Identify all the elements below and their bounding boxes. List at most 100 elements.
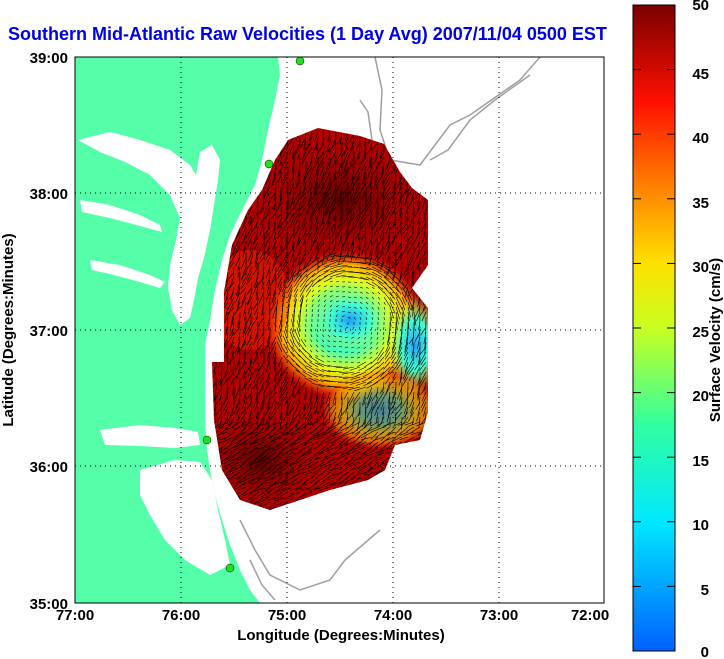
velocity-arrow (334, 166, 337, 178)
velocity-arrow (324, 146, 331, 160)
velocity-arrow (268, 496, 277, 501)
velocity-arrow (335, 264, 349, 268)
velocity-arrow (255, 446, 265, 450)
velocity-arrow (328, 141, 337, 153)
velocity-arrow (353, 376, 367, 382)
velocity-arrow (262, 301, 265, 312)
velocity-arrow (272, 306, 277, 319)
velocity-arrow (338, 371, 349, 373)
velocity-arrow (320, 379, 331, 383)
velocity-arrow (378, 221, 385, 231)
velocity-arrow (399, 221, 409, 234)
velocity-arrow (271, 271, 277, 282)
velocity-arrow (281, 221, 289, 232)
velocity-arrow (247, 366, 253, 377)
velocity-arrow (321, 344, 325, 348)
velocity-arrow (317, 161, 325, 173)
velocity-arrow (246, 276, 253, 285)
velocity-arrow (278, 331, 283, 343)
velocity-arrow (368, 371, 379, 379)
velocity-arrow (326, 211, 331, 224)
velocity-arrow (317, 446, 331, 454)
velocity-arrow (383, 266, 392, 273)
velocity-arrow (250, 461, 259, 465)
velocity-arrow (402, 226, 409, 234)
velocity-arrow (256, 421, 271, 428)
velocity-arrow (311, 289, 315, 293)
velocity-arrow (289, 376, 295, 390)
velocity-arrow (387, 431, 397, 436)
velocity-arrow (335, 131, 337, 146)
velocity-arrow (408, 366, 415, 375)
velocity-arrow (374, 216, 379, 226)
velocity-arrow (255, 216, 259, 229)
velocity-arrow (285, 421, 295, 425)
velocity-arrow (359, 281, 363, 284)
velocity-arrow (274, 371, 277, 383)
velocity-arrow (359, 261, 372, 266)
velocity-arrow (336, 171, 343, 179)
velocity-arrow (329, 258, 344, 263)
velocity-arrow (315, 401, 319, 414)
velocity-arrow (395, 301, 402, 315)
velocity-arrow (311, 294, 315, 298)
velocity-arrow (263, 186, 271, 198)
velocity-arrow (377, 286, 385, 294)
velocity-arrow (371, 366, 379, 373)
velocity-arrow (249, 441, 259, 445)
velocity-arrow (283, 330, 289, 343)
velocity-arrow (309, 344, 313, 348)
velocity-arrow (294, 329, 301, 343)
velocity-arrow (401, 301, 406, 311)
velocity-arrow (317, 304, 320, 308)
velocity-arrow (259, 221, 265, 235)
velocity-arrow (339, 325, 343, 328)
velocity-arrow (303, 461, 313, 467)
colorbar-tick-label: 15 (692, 453, 709, 470)
velocity-arrow (293, 401, 301, 414)
velocity-arrow (354, 426, 367, 435)
velocity-arrow (307, 191, 313, 205)
velocity-arrow (353, 261, 366, 265)
velocity-arrow (387, 336, 391, 346)
velocity-arrow (336, 136, 343, 145)
velocity-arrow (321, 369, 331, 373)
velocity-arrow (292, 161, 295, 173)
station-marker (295, 57, 305, 66)
velocity-arrow (237, 266, 241, 278)
velocity-arrow (250, 426, 259, 435)
velocity-arrow (333, 335, 337, 338)
velocity-arrow (366, 406, 373, 418)
velocity-arrow (319, 156, 325, 166)
velocity-arrow (318, 401, 325, 414)
velocity-arrow (310, 339, 313, 343)
velocity-arrow (363, 396, 367, 406)
velocity-arrow (234, 401, 241, 413)
velocity-arrow (365, 196, 367, 207)
velocity-arrow (382, 176, 385, 186)
velocity-arrow (273, 356, 277, 368)
velocity-arrow (353, 301, 357, 304)
velocity-arrow (322, 416, 331, 427)
velocity-arrow (297, 151, 301, 160)
velocity-arrow (322, 421, 331, 427)
velocity-arrow (309, 436, 319, 441)
velocity-arrow (264, 191, 271, 201)
velocity-arrow (224, 406, 229, 415)
velocity-arrow (417, 196, 421, 206)
velocity-arrow (311, 196, 319, 206)
velocity-arrow (235, 291, 241, 303)
velocity-arrow (363, 166, 367, 179)
velocity-arrow (315, 241, 319, 251)
velocity-arrow (337, 406, 343, 419)
velocity-arrow (268, 481, 283, 487)
velocity-arrow (260, 431, 271, 442)
velocity-arrow (323, 314, 325, 318)
velocity-arrow (360, 461, 373, 469)
velocity-arrow (341, 310, 345, 313)
velocity-arrow (353, 431, 361, 439)
velocity-arrow (257, 241, 265, 255)
velocity-arrow (408, 336, 415, 345)
velocity-arrow (333, 345, 337, 348)
velocity-arrow (254, 306, 259, 316)
